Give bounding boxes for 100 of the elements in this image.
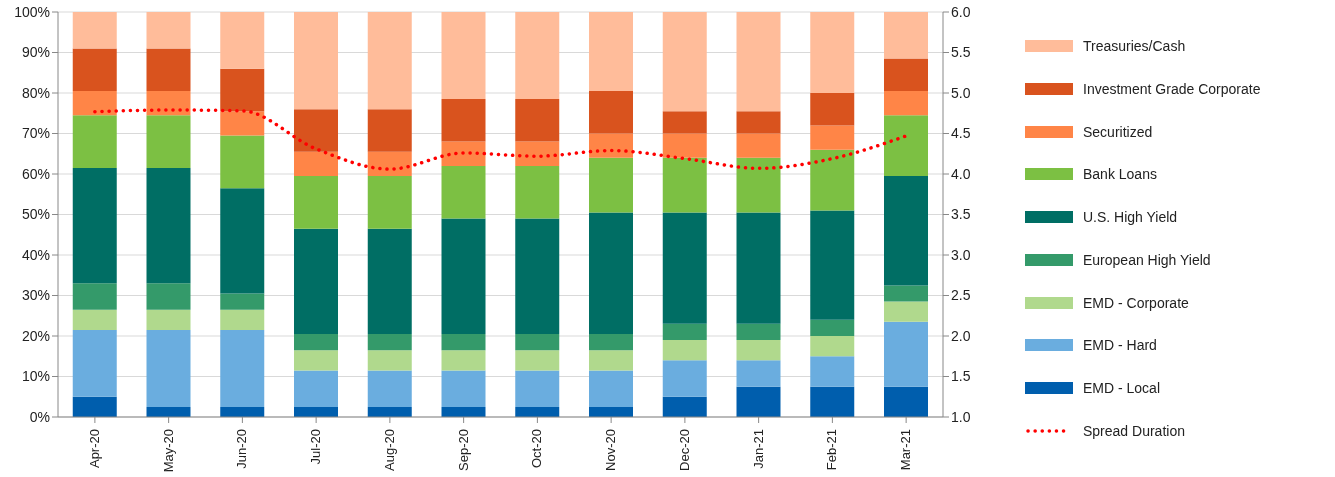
bar [662,133,707,158]
legend-label: Investment Grade Corporate [1083,81,1261,98]
y2-tick-label: 1.5 [951,368,971,385]
bar [589,212,633,334]
bar [441,99,486,142]
bar [736,340,781,361]
y-tick-label: 60% [21,165,50,182]
legend-label: U.S. High Yield [1083,209,1178,226]
bar [146,90,191,116]
bar [220,111,265,136]
bar [589,133,633,158]
bar [736,111,781,134]
bar [515,99,560,142]
bar [367,350,412,371]
bar [294,228,338,334]
bar [736,12,781,112]
y-tick-label: 30% [21,287,50,304]
bar [367,176,412,229]
bar [810,356,855,387]
y2-tick-label: 3.5 [951,206,971,223]
x-tick-label: Apr-20 [86,429,102,469]
bar [220,188,265,294]
bar [72,283,117,310]
bar [146,283,191,310]
bar [662,360,707,397]
bar [589,370,633,407]
bar [515,218,560,334]
bar [589,157,633,213]
bar [515,333,560,351]
bar [441,333,486,351]
bar [810,319,855,336]
x-tick-label: Oct-20 [529,429,545,469]
bar [72,309,117,330]
bar [515,141,560,166]
bar [736,386,781,417]
bar [515,350,560,371]
bar [589,350,633,371]
x-tick-label: Jun-20 [234,429,250,469]
bar [441,370,486,407]
bar [220,68,265,112]
bar [662,12,707,112]
y-tick-label: 10% [21,368,50,385]
bar [515,165,560,219]
legend-label: EMD - Local [1083,379,1161,396]
y2-tick-label: 2.0 [951,327,971,344]
bar [72,90,117,116]
bar [884,115,928,177]
x-tick-label: Jan-21 [750,429,766,469]
bar [146,329,191,407]
bar [72,48,117,91]
y-tick-label: 90% [21,44,50,61]
bar [884,90,928,116]
x-tick-label: Nov-20 [603,429,619,471]
bar [441,165,486,219]
bar [662,340,707,361]
legend-label: EMD - Hard [1083,337,1157,354]
bar [367,333,412,351]
bar [146,115,191,168]
x-tick-label: Aug-20 [381,429,397,471]
bar [441,350,486,371]
y-tick-label: 20% [21,327,50,344]
y2-tick-label: 1.0 [951,408,971,425]
x-tick-label: Mar-21 [898,429,914,471]
bar [441,141,486,166]
bar [810,210,855,320]
bar [810,93,855,126]
bar [146,12,191,49]
bar [294,109,338,152]
bar [146,48,191,91]
x-tick-label: Sep-20 [455,429,471,471]
y2-tick-label: 3.0 [951,246,971,263]
bar [884,176,928,286]
bar [441,12,486,100]
y2-tick-label: 6.0 [951,3,971,20]
y2-tick-label: 4.5 [951,125,971,142]
y2-tick-label: 5.0 [951,84,971,101]
bar [294,176,338,229]
bar [515,370,560,407]
bar [72,12,117,49]
bar [589,90,633,134]
bar [662,212,707,324]
bar [884,12,928,59]
bar [884,321,928,387]
bar [294,370,338,407]
y2-tick-label: 4.0 [951,165,971,182]
legend-label: European High Yield [1083,251,1211,268]
y-tick-label: 70% [21,125,50,142]
legend-label: Bank Loans [1083,166,1157,183]
legend-label: Treasuries/Cash [1083,38,1186,55]
bar [367,109,412,152]
bar [736,323,781,341]
bar [367,151,412,177]
bar [589,12,633,91]
bar [736,360,781,387]
bar [736,157,781,213]
bar [515,12,560,100]
bar [662,111,707,134]
bar [662,396,707,417]
line-series [93,108,908,171]
bar [146,167,191,284]
